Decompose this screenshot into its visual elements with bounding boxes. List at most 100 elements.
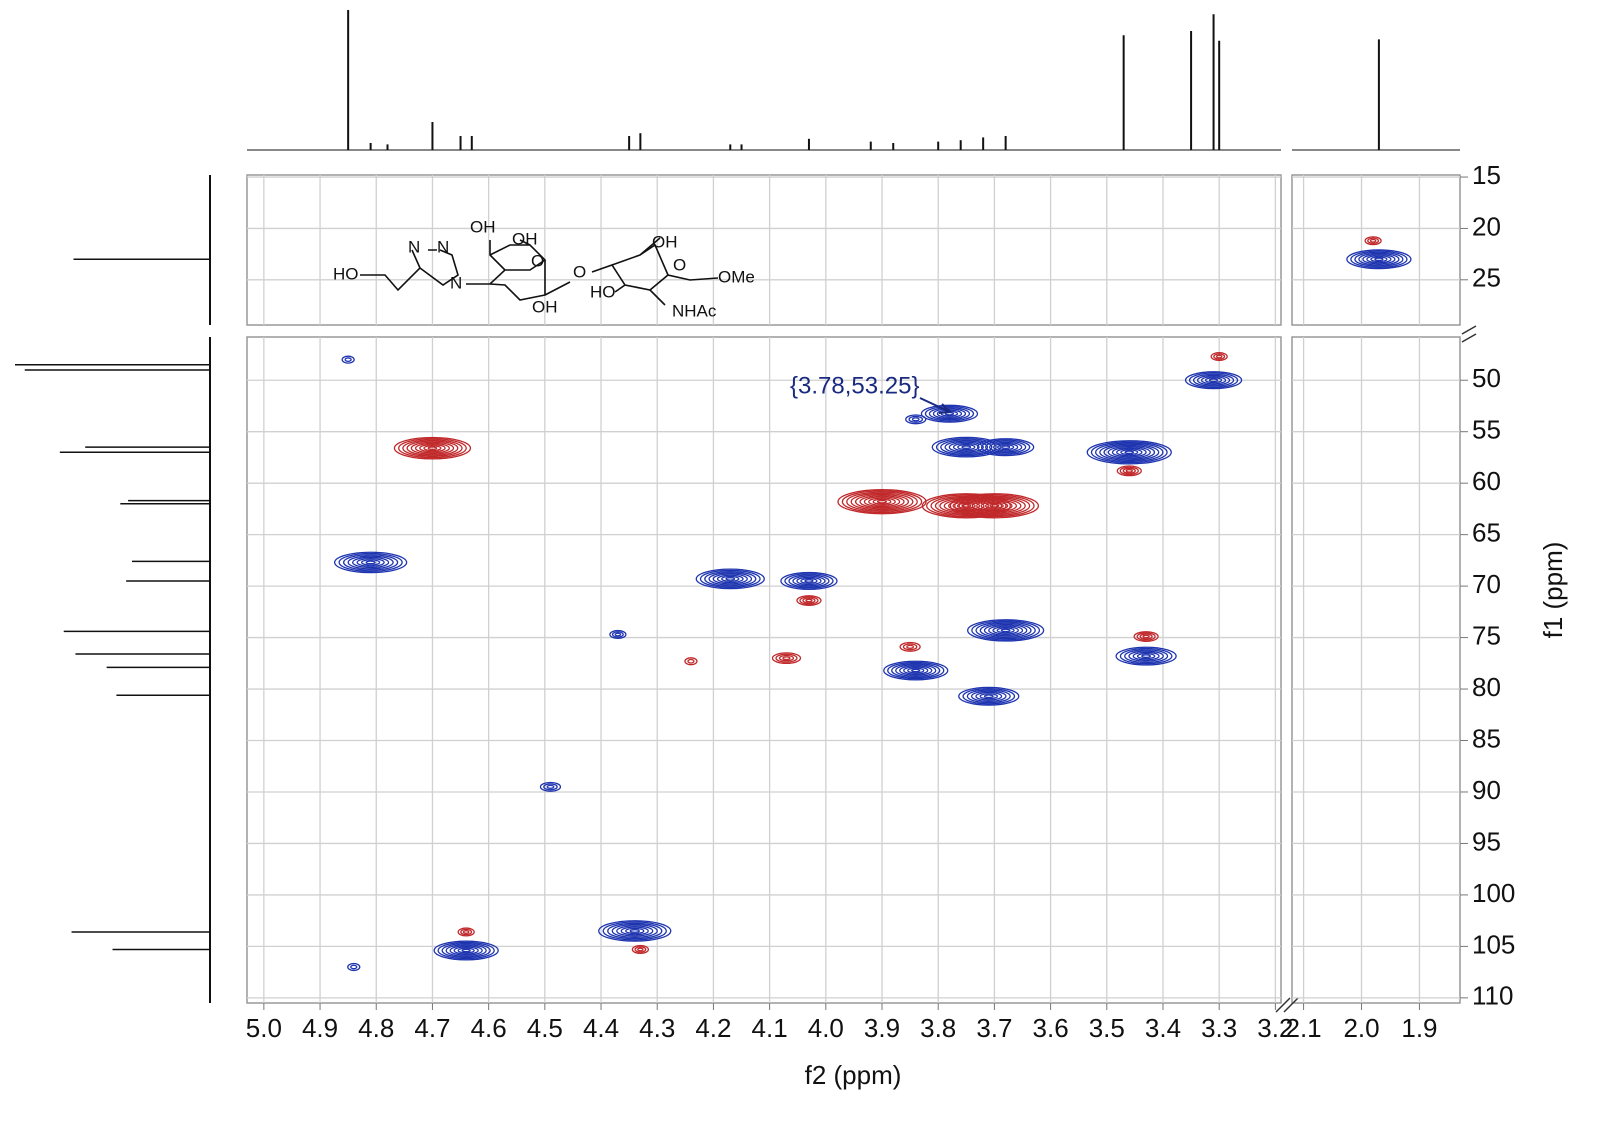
contour-ring <box>966 619 1045 642</box>
contour-ring <box>895 664 937 677</box>
cross-peak <box>1086 440 1172 465</box>
contour-ring <box>979 622 1032 639</box>
contour-ring <box>841 490 923 514</box>
contour-ring <box>952 442 980 452</box>
contour-ring <box>883 660 949 681</box>
contour-ring <box>1142 634 1150 639</box>
contour-ring <box>607 922 663 940</box>
contour-ring <box>460 928 473 936</box>
contour-ring <box>948 500 985 512</box>
contour-ring <box>1124 450 1135 455</box>
cross-peak <box>966 619 1045 642</box>
contour-ring <box>920 404 979 423</box>
contour-ring <box>911 668 921 673</box>
contour-ring <box>887 661 945 680</box>
contour-ring <box>802 597 816 604</box>
x-tick-label: 5.0 <box>246 1013 282 1043</box>
x-tick-label: 4.9 <box>302 1013 338 1043</box>
contour-ring <box>800 577 818 585</box>
contour-ring <box>778 654 795 662</box>
contour-ring <box>1362 253 1396 265</box>
contour-ring <box>433 940 499 961</box>
contour-ring <box>1136 652 1156 660</box>
x-tick-label: 2.0 <box>1343 1013 1379 1043</box>
contour-ring <box>932 408 967 420</box>
contour-ring <box>1122 467 1136 474</box>
contour-ring <box>1367 237 1380 245</box>
y-tick-label: 95 <box>1472 826 1501 856</box>
contour-ring <box>983 694 994 699</box>
contour-ring <box>423 445 442 452</box>
contour-ring <box>905 414 927 425</box>
contour-ring <box>988 624 1024 636</box>
cross-peak <box>1346 249 1412 270</box>
contour-ring <box>1364 236 1382 246</box>
contour-ring <box>958 495 1031 517</box>
contour-ring <box>716 574 744 584</box>
atom-label: HO <box>590 282 616 301</box>
contour-ring <box>924 405 975 422</box>
y-tick-label: 20 <box>1472 211 1501 241</box>
contour-ring <box>1213 353 1226 360</box>
contour-ring <box>1132 651 1160 661</box>
contour-ring <box>1120 449 1139 456</box>
x-tick-label: 4.6 <box>471 1013 507 1043</box>
contour-ring <box>684 657 698 666</box>
contour-ring <box>837 489 927 515</box>
contour-ring <box>620 926 649 936</box>
contour-ring <box>954 494 1035 518</box>
contour-ring <box>899 641 921 652</box>
x-tick-label: 4.3 <box>639 1013 675 1043</box>
cross-peak <box>341 355 355 364</box>
contour-ring <box>1000 445 1011 449</box>
contour-ring <box>788 574 830 588</box>
contour-ring <box>1210 352 1228 362</box>
contour-ring <box>461 948 471 953</box>
contour-ring <box>437 941 495 960</box>
cross-peak <box>796 595 822 606</box>
cross-peak <box>631 944 650 955</box>
contour-ring <box>948 441 984 453</box>
contour-ring <box>934 496 998 515</box>
contour-ring <box>935 437 997 457</box>
contour-ring <box>1188 372 1239 389</box>
contour-ring <box>1215 354 1223 359</box>
y-axis-label: f1 (ppm) <box>1538 542 1568 639</box>
cross-peak <box>883 660 949 681</box>
y-tick-label: 85 <box>1472 723 1501 753</box>
contour-ring <box>903 666 929 675</box>
contour-ring <box>449 945 483 956</box>
contour-ring <box>976 500 1013 512</box>
contour-ring <box>614 632 622 637</box>
contour-ring <box>796 595 822 606</box>
contour-ring <box>958 686 1020 706</box>
contour-ring <box>1119 647 1173 665</box>
atom-label: N <box>408 237 420 256</box>
contour-ring <box>996 444 1015 451</box>
contour-ring <box>868 497 896 506</box>
x-tick-label: 3.4 <box>1145 1013 1181 1043</box>
x-tick-label: 4.5 <box>527 1013 563 1043</box>
contour-ring <box>1090 441 1168 464</box>
contour-ring <box>983 623 1028 637</box>
atom-label: OH <box>532 297 558 316</box>
contour-ring <box>406 440 459 456</box>
contour-ring <box>611 923 658 938</box>
y-tick-label: 70 <box>1472 569 1501 599</box>
contour-ring <box>784 573 834 589</box>
contour-ring <box>1103 444 1156 460</box>
atom-label: OH <box>512 229 538 248</box>
contour-ring <box>441 942 491 959</box>
contour-ring <box>347 962 361 972</box>
contour-ring <box>1369 238 1377 243</box>
contour-ring <box>891 662 941 679</box>
cross-peak <box>920 404 979 423</box>
contour-ring <box>976 438 1035 457</box>
structure-labels: HO N N N OH OH O OH O HO OH O OMe NHAc <box>333 217 755 320</box>
grid <box>247 175 1460 1003</box>
contour-ring <box>457 927 475 937</box>
contour-ring <box>1128 650 1164 662</box>
contour-ring <box>956 502 976 509</box>
atom-label: HO <box>333 264 359 283</box>
contour-ring <box>1204 377 1223 384</box>
